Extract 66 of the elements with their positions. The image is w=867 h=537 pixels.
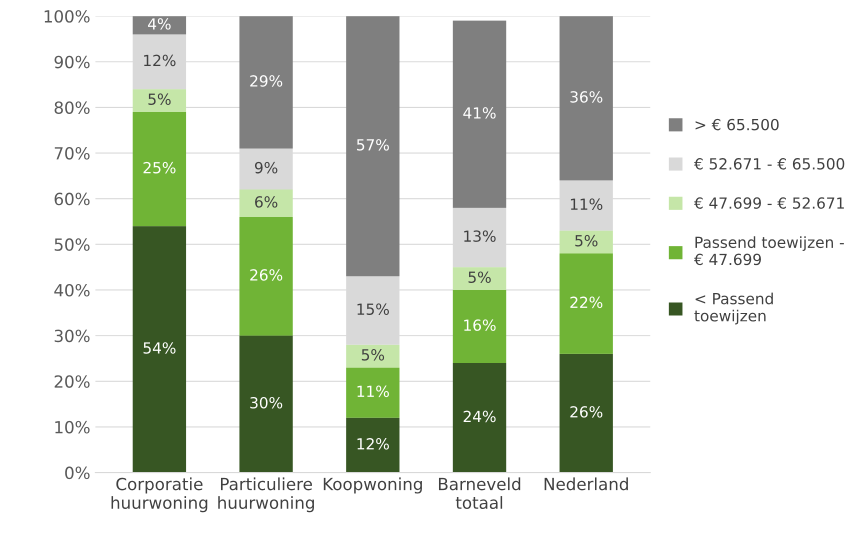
x-tick-label: Koopwoning [324, 477, 422, 494]
data-label: 16% [464, 319, 496, 331]
bar [452, 290, 506, 364]
y-tick-label: 0% [65, 466, 90, 480]
legend-label: Passend toewijzen - € 47.699 [694, 236, 844, 266]
data-label: 4% [148, 18, 171, 30]
data-label: 5% [575, 234, 598, 246]
y-tick-label: 60% [54, 192, 90, 206]
y-tick-label: 100% [44, 10, 90, 23]
y-tick-label: 10% [55, 420, 90, 434]
legend-label: € 47.699 - € 52.671 [694, 197, 844, 209]
data-label: 5% [468, 271, 491, 283]
bar [239, 216, 293, 336]
y-tick-label: 70% [54, 147, 90, 160]
data-label: 26% [570, 406, 602, 418]
data-label: 57% [357, 139, 389, 151]
data-label: 12% [144, 54, 176, 66]
x-tick-label: Nederland [544, 477, 628, 490]
bar [560, 253, 613, 354]
data-label: 15% [358, 303, 389, 315]
bar [560, 16, 613, 180]
data-label: 5% [148, 93, 171, 105]
bar [132, 112, 186, 226]
legend-label: € 52.671 - € 65.500 [694, 158, 844, 170]
y-tick-label: 50% [54, 238, 90, 251]
data-label: 41% [463, 107, 496, 119]
data-label: 6% [255, 196, 278, 208]
bar [346, 368, 400, 418]
bar [132, 89, 186, 112]
bar [346, 344, 400, 368]
data-label: 54% [144, 342, 176, 354]
y-tick-label: 40% [54, 284, 90, 297]
bar [132, 226, 186, 473]
bar [346, 16, 400, 276]
data-label: 22% [570, 296, 602, 308]
bar [560, 230, 613, 254]
data-label: 9% [254, 162, 278, 174]
bar [132, 16, 186, 34]
data-label: 36% [570, 91, 602, 103]
data-label: 24% [464, 410, 496, 422]
bar [560, 354, 613, 473]
x-tick-label: Corporatie huurwoning [112, 477, 208, 512]
bar [452, 363, 506, 473]
legend-label: < Passend toewijzen [694, 292, 773, 324]
bar [239, 336, 293, 473]
legend-label: > € 65.500 [696, 118, 779, 130]
data-label: 13% [464, 230, 496, 242]
data-label: 11% [358, 386, 389, 398]
x-tick-label: Particuliere huurwoning [218, 477, 314, 512]
bar [452, 20, 506, 208]
data-label: 26% [250, 269, 282, 281]
data-label: 11% [570, 198, 602, 210]
y-tick-label: 80% [54, 101, 90, 114]
data-label: 29% [250, 75, 282, 87]
y-tick-label: 20% [54, 375, 90, 388]
x-tick-label: Barneveld totaal [438, 477, 520, 509]
bar [346, 418, 400, 473]
bar [239, 16, 293, 148]
y-tick-label: 90% [54, 56, 90, 68]
data-label: 25% [144, 162, 176, 174]
bar [452, 267, 506, 290]
data-label: 30% [250, 396, 282, 409]
data-label: 12% [358, 438, 389, 450]
data-label: 5% [362, 349, 384, 361]
bar [239, 190, 293, 217]
y-tick-label: 30% [54, 330, 90, 342]
